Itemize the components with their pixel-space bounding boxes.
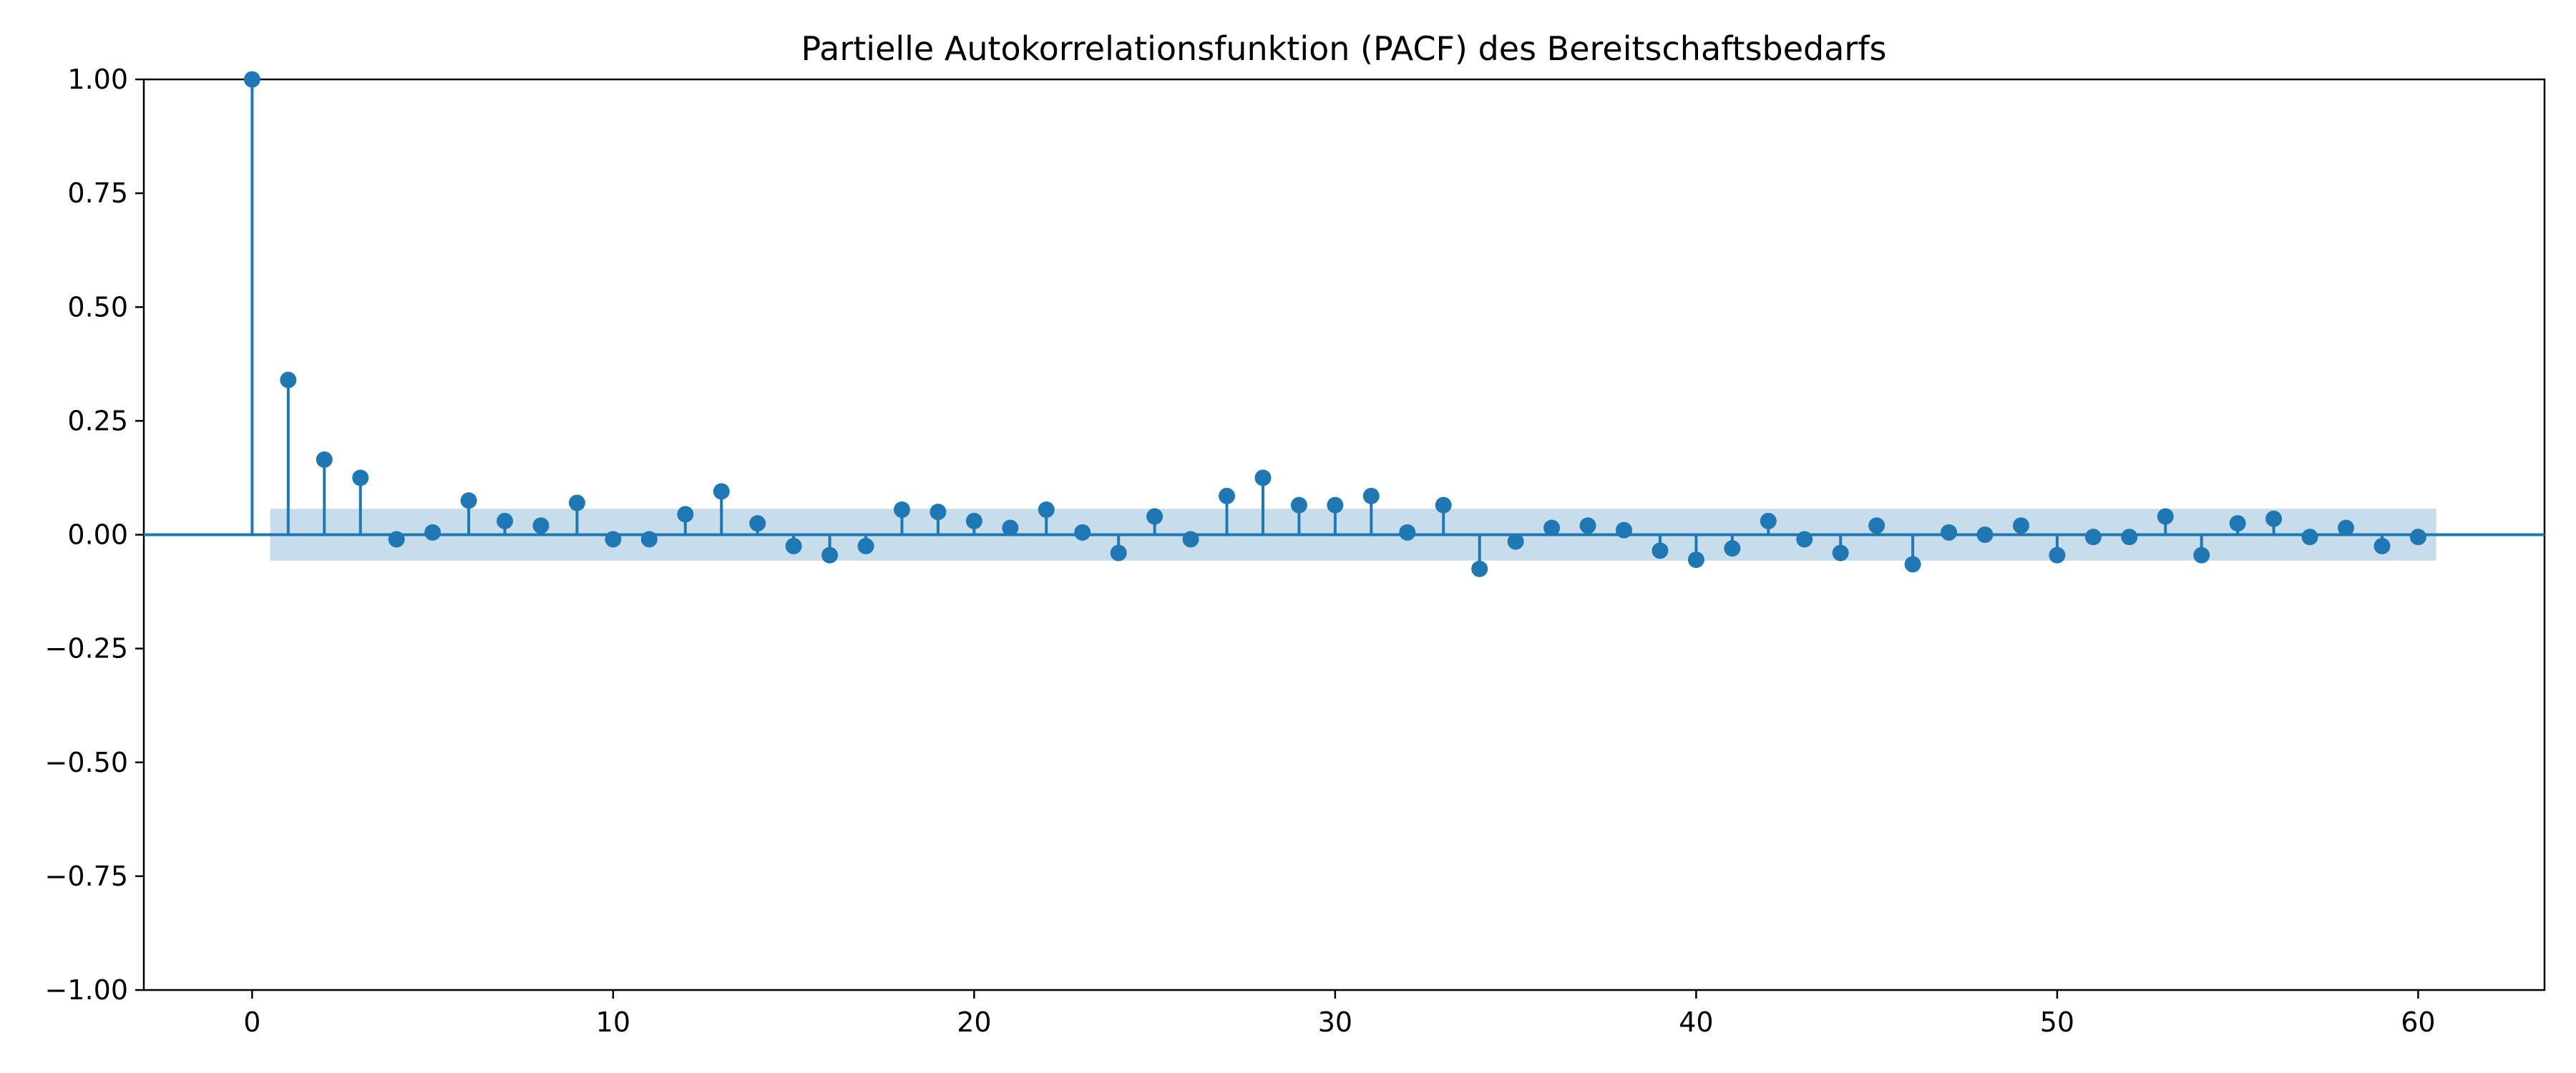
stem-marker xyxy=(1832,544,1849,562)
stem-marker xyxy=(677,506,694,523)
y-tick-label: −1.00 xyxy=(45,974,128,1006)
stem-marker xyxy=(1904,556,1921,573)
stem-marker xyxy=(243,71,260,88)
stem-marker xyxy=(1760,512,1777,529)
chart-title: Partielle Autokorrelationsfunktion (PACF… xyxy=(801,29,1886,68)
stem-marker xyxy=(2084,529,2102,546)
stem-marker xyxy=(1290,496,1307,514)
stem-marker xyxy=(893,501,910,518)
stem-marker xyxy=(2409,529,2426,546)
x-tick-label: 20 xyxy=(957,1006,991,1038)
stem-marker xyxy=(2338,519,2355,536)
stem-marker xyxy=(316,451,333,468)
stem-marker xyxy=(2229,515,2246,532)
stem-marker xyxy=(965,512,982,529)
stem-marker xyxy=(1652,542,1669,559)
stem-marker xyxy=(2049,547,2066,564)
y-tick-label: −0.25 xyxy=(45,633,128,665)
y-tick-label: 0.75 xyxy=(67,177,128,209)
stem-marker xyxy=(930,504,947,521)
x-tick-label: 40 xyxy=(1679,1006,1713,1038)
stem-marker xyxy=(1110,544,1127,562)
stem-marker xyxy=(1543,519,1561,536)
stem-marker xyxy=(2301,529,2318,546)
stem-marker xyxy=(2157,508,2174,525)
x-tick-label: 10 xyxy=(596,1006,630,1038)
y-tick-label: 0.00 xyxy=(67,519,128,551)
stem-marker xyxy=(1327,496,1344,514)
stem-marker xyxy=(1038,501,1055,518)
y-tick-label: −0.50 xyxy=(45,747,128,778)
stem-marker xyxy=(1219,487,1236,504)
stem-marker xyxy=(2265,510,2283,527)
x-tick-label: 60 xyxy=(2401,1006,2435,1038)
stem-marker xyxy=(1254,469,1272,486)
stem-marker xyxy=(1362,487,1380,504)
stem-marker xyxy=(460,492,477,509)
stem-marker xyxy=(1146,508,1163,525)
stem-marker xyxy=(1579,517,1596,534)
axes: 1.00 0.75 0.50 0.25 0.00 −0.25 −0.50 −0.75 −1.00… xyxy=(45,64,2546,1038)
stem-marker xyxy=(785,537,802,554)
y-tick-label: −0.75 xyxy=(45,861,128,892)
stem-marker xyxy=(352,469,369,486)
stem-marker xyxy=(280,371,297,388)
stem-marker xyxy=(532,517,550,534)
stem-marker xyxy=(1724,540,1741,557)
stem-marker xyxy=(2012,517,2029,534)
stem-marker xyxy=(1471,560,1488,577)
stem-marker xyxy=(2193,547,2210,564)
stem-marker xyxy=(1074,524,1091,541)
stem-marker xyxy=(1435,496,1452,514)
y-tick-label: 0.50 xyxy=(67,291,128,323)
stem-marker xyxy=(424,524,441,541)
stem-marker xyxy=(1002,519,1019,536)
stem-marker xyxy=(1687,552,1704,569)
x-tick-label: 30 xyxy=(1318,1006,1352,1038)
stem-marker xyxy=(1399,524,1416,541)
stem-marker xyxy=(1941,524,1958,541)
y-tick-label: 1.00 xyxy=(67,64,128,95)
x-tick-label: 0 xyxy=(243,1006,260,1038)
stem-marker xyxy=(821,547,839,564)
stems-layer xyxy=(243,71,2426,577)
stem-marker xyxy=(1868,517,1885,534)
x-tick-label: 50 xyxy=(2040,1006,2074,1038)
stem-marker xyxy=(2121,529,2138,546)
stem-marker xyxy=(2373,537,2391,554)
stem-marker xyxy=(1507,533,1524,550)
stem-marker xyxy=(568,494,585,511)
y-tick-label: 0.25 xyxy=(67,405,128,436)
stem-marker xyxy=(713,483,730,500)
stem-marker xyxy=(749,515,766,532)
stem-marker xyxy=(497,512,514,529)
stem-marker xyxy=(857,537,874,554)
